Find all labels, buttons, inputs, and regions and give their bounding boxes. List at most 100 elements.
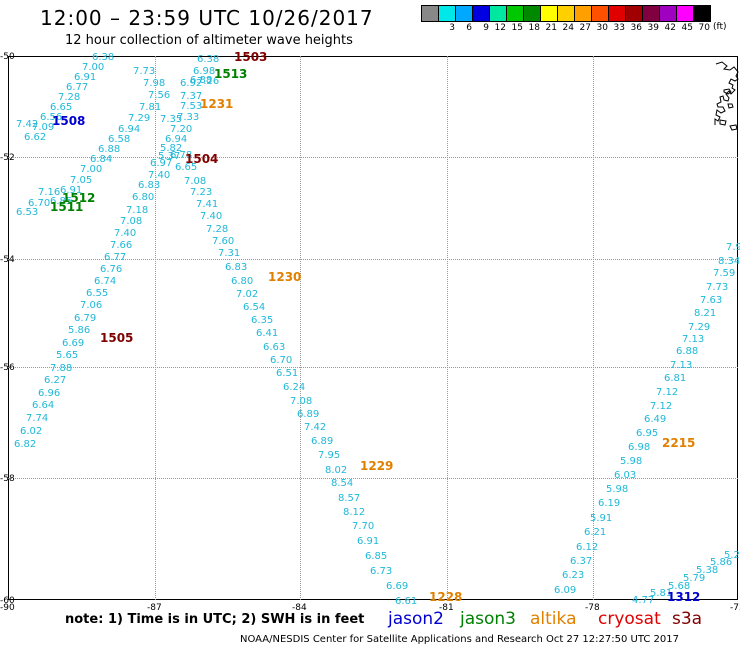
wave-height-value: 5.91 bbox=[590, 513, 613, 524]
color-scale-label: 24 bbox=[562, 23, 574, 33]
wave-height-value: 7.23 bbox=[190, 187, 213, 198]
pass-time-label: 1511 bbox=[50, 200, 84, 214]
color-scale-swatch: 3 bbox=[438, 5, 456, 33]
footnote: note: 1) Time is in UTC; 2) SWH is in fe… bbox=[65, 612, 365, 627]
land-outline bbox=[714, 61, 739, 131]
wave-height-value: 6.70 bbox=[28, 198, 51, 209]
wave-height-value: 7.12 bbox=[650, 401, 673, 412]
latitude-tick-label: -50 bbox=[0, 52, 15, 62]
color-scale-bar: 3 6 9 12 15 18 21 24 27 30 33 36 39 42 45 70 bbox=[421, 5, 711, 33]
legend-item-jason3: jason3 bbox=[460, 609, 516, 629]
wave-height-value: 6.76 bbox=[100, 264, 123, 275]
wave-height-value: 8.54 bbox=[331, 478, 354, 489]
pass-time-label: 1312 bbox=[667, 590, 701, 604]
wave-height-value: 7.73 bbox=[706, 282, 729, 293]
grid-line-lon bbox=[300, 56, 301, 600]
credit-line: NOAA/NESDIS Center for Satellite Applica… bbox=[240, 634, 679, 645]
wave-height-value: 7.31 bbox=[218, 248, 241, 259]
color-scale-label: 42 bbox=[664, 23, 676, 33]
wave-height-value: 7.08 bbox=[290, 396, 313, 407]
wave-height-value: 6.09 bbox=[554, 585, 577, 596]
wave-height-value: 5.68 bbox=[668, 581, 691, 592]
map-title: 12:00 – 23:59 UTC 10/26/2017 bbox=[40, 6, 374, 30]
latitude-tick-label: -60 bbox=[0, 596, 15, 606]
longitude-tick-label: -84 bbox=[292, 603, 307, 613]
wave-height-value: 7.12 bbox=[656, 387, 679, 398]
pass-time-label: 1230 bbox=[268, 270, 302, 284]
pass-time-label: 1503 bbox=[234, 50, 268, 64]
latitude-tick-label: -56 bbox=[0, 363, 15, 373]
color-scale-label: 9 bbox=[483, 23, 489, 33]
color-scale-swatch: 12 bbox=[489, 5, 507, 33]
wave-height-value: 5.98 bbox=[606, 484, 629, 495]
color-scale-label: 27 bbox=[579, 23, 591, 33]
wave-height-value: 7.42 bbox=[16, 119, 39, 130]
wave-height-value: 7.60 bbox=[212, 236, 235, 247]
map-plot-area bbox=[8, 56, 738, 600]
wave-height-value: 6.69 bbox=[62, 338, 85, 349]
pass-time-label: 2215 bbox=[662, 436, 696, 450]
wave-height-value: 6.83 bbox=[225, 262, 248, 273]
wave-height-value: 7.20 bbox=[170, 124, 193, 135]
wave-height-value: 6.41 bbox=[256, 328, 279, 339]
color-scale-swatch: 27 bbox=[574, 5, 592, 33]
wave-height-value: 6.02 bbox=[20, 426, 43, 437]
color-scale-label: 15 bbox=[511, 23, 523, 33]
color-scale-swatch: 36 bbox=[625, 5, 643, 33]
wave-height-value: 6.88 bbox=[190, 75, 213, 86]
wave-height-value: 6.64 bbox=[32, 400, 55, 411]
wave-height-value: 7.40 bbox=[200, 211, 223, 222]
wave-height-value: 6.61 bbox=[395, 596, 418, 607]
wave-height-value: 6.35 bbox=[251, 315, 274, 326]
wave-height-value: 8.21 bbox=[694, 308, 717, 319]
wave-height-value: 7.88 bbox=[50, 363, 73, 374]
wave-height-value: 7.40 bbox=[114, 228, 137, 239]
wave-height-value: 6.51 bbox=[276, 368, 299, 379]
color-scale-label: 39 bbox=[647, 23, 659, 33]
color-scale-swatch: 15 bbox=[506, 5, 524, 33]
wave-height-value: 7.73 bbox=[133, 66, 156, 77]
longitude-tick-label: -78 bbox=[585, 603, 600, 613]
wave-height-value: 7.08 bbox=[120, 216, 143, 227]
wave-height-value: 7.33 bbox=[177, 112, 200, 123]
wave-height-value: 4.77 bbox=[632, 595, 655, 606]
latitude-tick-label: -52 bbox=[0, 153, 15, 163]
wave-height-value: 7.66 bbox=[110, 240, 133, 251]
wave-height-value: 6.69 bbox=[386, 581, 409, 592]
color-scale-swatch: 42 bbox=[659, 5, 677, 33]
wave-height-value: 5.98 bbox=[620, 456, 643, 467]
color-scale-unit: (ft) bbox=[713, 22, 727, 32]
wave-height-value: 6.21 bbox=[584, 527, 607, 538]
wave-height-value: 7.05 bbox=[70, 175, 93, 186]
legend-item-s3a: s3a bbox=[672, 609, 703, 629]
pass-time-label: 1229 bbox=[360, 459, 394, 473]
wave-height-value: 7.35 bbox=[160, 114, 183, 125]
pass-time-label: 1228 bbox=[429, 590, 463, 604]
pass-time-label: 1504 bbox=[185, 152, 219, 166]
wave-height-value: 6.98 bbox=[628, 442, 651, 453]
wave-height-value: 6.70 bbox=[270, 355, 293, 366]
latitude-tick-label: -54 bbox=[0, 255, 15, 265]
wave-height-value: 6.62 bbox=[24, 132, 47, 143]
wave-height-value: 6.38 bbox=[197, 54, 220, 65]
wave-height-value: 8.34 bbox=[718, 256, 740, 267]
longitude-tick-label: -90 bbox=[0, 603, 15, 613]
wave-height-value: 7.13 bbox=[670, 360, 693, 371]
wave-height-value: 6.94 bbox=[118, 124, 141, 135]
legend-item-altika: altika bbox=[530, 609, 577, 629]
wave-height-value: 7.59 bbox=[713, 268, 736, 279]
wave-height-value: 5.79 bbox=[683, 573, 706, 584]
color-scale-label: 36 bbox=[630, 23, 642, 33]
wave-height-value: 7.53 bbox=[180, 101, 203, 112]
wave-height-value: 6.79 bbox=[74, 313, 97, 324]
wave-height-value: 7.40 bbox=[148, 170, 171, 181]
wave-height-value: 7.26 bbox=[197, 76, 220, 87]
wave-height-value: 6.83 bbox=[138, 180, 161, 191]
wave-height-value: 6.65 bbox=[50, 102, 73, 113]
wave-height-value: 5.38 bbox=[696, 565, 719, 576]
color-scale-swatch: 9 bbox=[472, 5, 490, 33]
wave-height-value: 6.96 bbox=[38, 388, 61, 399]
color-scale-swatch: 18 bbox=[523, 5, 541, 33]
wave-height-value: 6.37 bbox=[570, 556, 593, 567]
wave-height-value: 6.55 bbox=[86, 288, 109, 299]
